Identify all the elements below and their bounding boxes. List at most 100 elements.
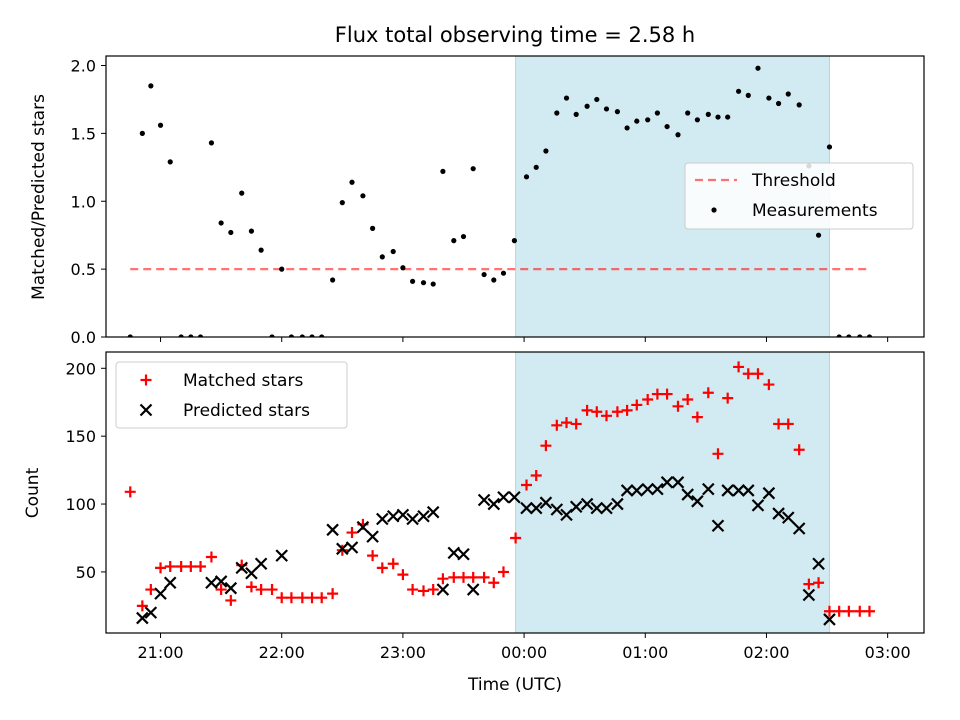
matched-stars-point — [570, 418, 582, 430]
predicted-stars-point — [508, 490, 521, 504]
top-panel: 0.0 0.5 1.0 1.5 2.0 Threshold Measurements — [71, 55, 925, 347]
top-axes-frame — [105, 55, 925, 338]
matched-stars-point — [437, 573, 449, 585]
predicted-stars-point — [426, 505, 440, 519]
matched-stars-point — [145, 584, 157, 596]
measurements-point — [735, 88, 742, 94]
predicted-stars-point — [580, 497, 594, 511]
measurements-point — [309, 334, 315, 337]
predicted-stars-point — [520, 501, 533, 515]
top-y-tick-label: 0.0 — [71, 328, 96, 347]
bottom-shaded-interval — [515, 351, 830, 634]
measurements-point — [694, 117, 700, 123]
predicted-stars-point — [569, 500, 583, 514]
x-tick-label: 01:00 — [622, 643, 668, 662]
predicted-stars-point — [275, 549, 288, 562]
predicted-stars-point — [245, 566, 258, 580]
predicted-stars-point — [550, 503, 564, 516]
measurements-point — [594, 96, 600, 103]
matched-stars-point — [742, 368, 754, 380]
measurements-point — [836, 334, 842, 337]
predicted-stars-point — [529, 501, 543, 515]
matched-stars-point — [316, 592, 328, 604]
measurements-point — [523, 174, 530, 180]
matched-stars-point — [225, 594, 237, 606]
top-panel-y-axis-label: Matched/Predicted stars — [29, 94, 49, 300]
matched-stars-point — [457, 571, 469, 583]
matched-stars-point — [833, 605, 845, 617]
measurements-point — [239, 190, 245, 196]
matched-stars-point — [752, 368, 764, 380]
bottom-y-tick-label: 200 — [65, 359, 96, 378]
top-legend: Threshold Measurements — [684, 162, 914, 230]
measurements-point — [775, 100, 782, 107]
predicted-stars-point — [772, 507, 785, 520]
matched-stars-point — [327, 588, 339, 600]
measurements-point — [248, 228, 255, 234]
matched-stars-point — [551, 419, 563, 431]
measurements-point — [430, 281, 436, 287]
matched-stars-point — [733, 361, 745, 373]
measurements-point — [603, 106, 610, 112]
matched-stars-point — [854, 605, 866, 617]
measurements-point — [228, 229, 234, 236]
bottom-y-tick-label: 100 — [65, 495, 96, 514]
predicted-stars-point — [497, 490, 510, 504]
matched-stars-point — [813, 577, 825, 589]
matched-stars-point — [376, 562, 388, 574]
predicted-stars-point — [590, 501, 604, 515]
matched-stars-point — [651, 388, 663, 400]
predicted-stars-point — [630, 484, 644, 497]
predicted-stars-point — [641, 482, 654, 496]
matched-stars-point — [793, 444, 805, 456]
matched-stars-point — [521, 479, 533, 491]
measurements-point — [440, 168, 446, 174]
predicted-stars-point — [651, 482, 664, 496]
legend-measurements-swatch — [711, 207, 717, 213]
predicted-stars-point — [539, 496, 553, 509]
matched-stars-point — [843, 605, 855, 617]
bottom-y-tick-label: 150 — [65, 427, 96, 446]
predicted-stars-point — [154, 587, 167, 600]
matched-stars-point — [691, 411, 703, 423]
bottom-data — [124, 361, 875, 626]
matched-stars-point — [631, 399, 643, 411]
predicted-stars-point — [356, 520, 370, 534]
matched-stars-point — [255, 584, 267, 596]
matched-stars-point — [195, 560, 207, 572]
predicted-stars-point — [721, 484, 734, 497]
predicted-stars-point — [417, 509, 430, 523]
matched-stars-point — [276, 592, 288, 604]
matched-stars-point — [296, 592, 308, 604]
predicted-stars-point — [457, 547, 470, 561]
legend-predicted-swatch — [139, 403, 153, 417]
matched-stars-point — [763, 379, 775, 391]
measurements-point — [370, 225, 376, 232]
measurements-point — [584, 103, 590, 109]
measurements-point — [511, 238, 517, 244]
predicted-stars-point — [781, 511, 795, 524]
predicted-stars-point — [447, 546, 461, 560]
matched-stars-point — [185, 560, 197, 572]
measurements-point — [330, 277, 336, 283]
predicted-stars-point — [376, 512, 389, 526]
measurements-point — [167, 159, 173, 165]
measurements-point — [390, 248, 396, 255]
predicted-stars-point — [214, 575, 228, 588]
legend-measurements-label: Measurements — [752, 201, 878, 221]
measurements-point — [654, 110, 660, 116]
measurements-point — [188, 334, 194, 337]
legend-box — [115, 361, 348, 429]
matched-stars-point — [611, 406, 623, 418]
measurements-point — [400, 265, 406, 271]
legend-box — [684, 162, 914, 230]
measurements-point — [543, 148, 549, 154]
matched-stars-point — [702, 387, 714, 399]
measurements-point — [563, 95, 570, 101]
measurements-point — [339, 200, 345, 206]
matched-stars-point — [642, 394, 654, 406]
predicted-stars-point — [386, 509, 400, 523]
matched-stars-point — [306, 592, 318, 604]
predicted-stars-point — [345, 541, 359, 554]
